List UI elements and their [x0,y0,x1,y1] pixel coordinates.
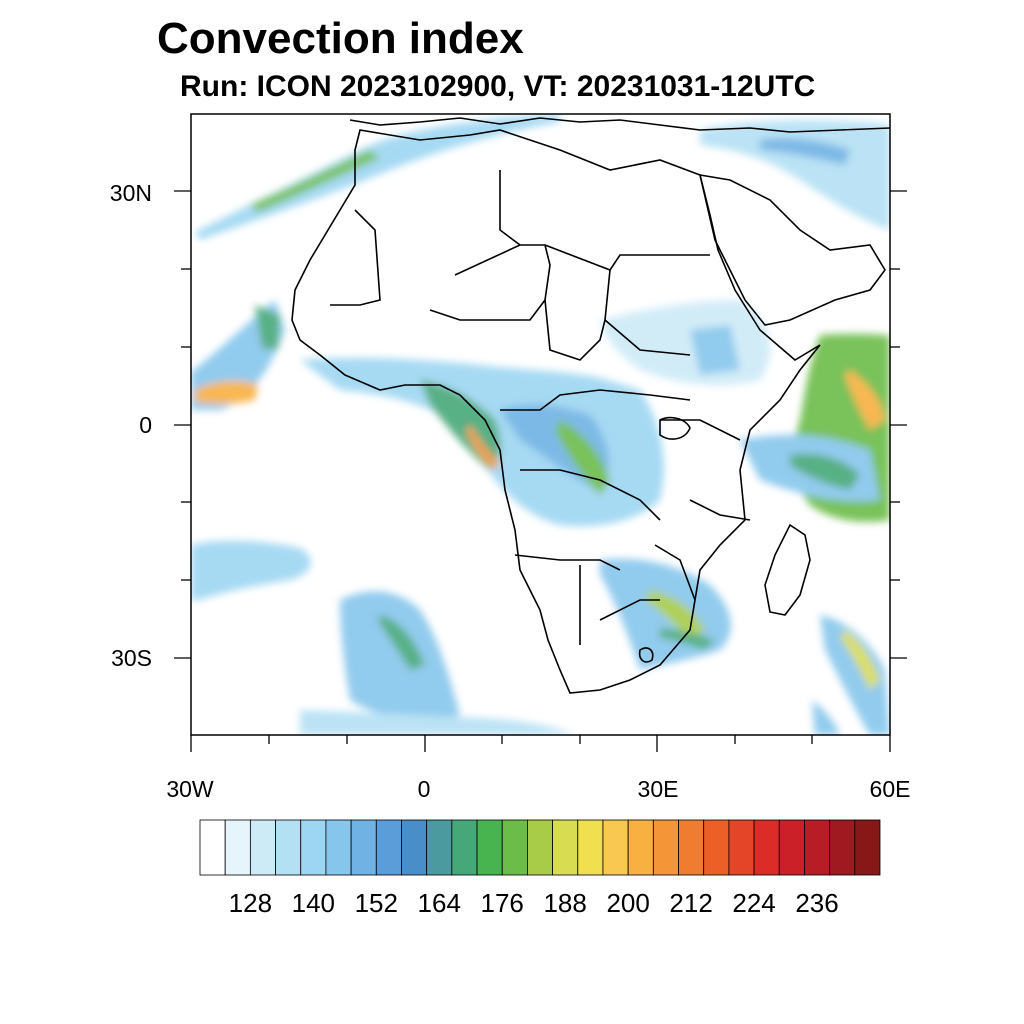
border-segment [654,544,696,601]
border-segment [499,170,521,246]
colorbar-label: 128 [228,888,273,918]
colorbar-label: 212 [669,888,713,918]
lat-label-30s: 30S [111,645,152,671]
colorbar-swatch [829,819,856,876]
colorbar-swatch [375,819,402,876]
madagascar-coastline [764,523,811,616]
colorbar-label: 200 [606,888,650,918]
colorbar-swatch [325,819,352,876]
border-segment [514,554,621,571]
colorbar-swatch [552,819,579,876]
lesotho-border [638,647,654,663]
border-segment [544,299,606,361]
colorbar-swatch [300,819,327,876]
border-segment [429,244,551,321]
chart-title: Convection index [157,14,524,63]
colorbar-label: 164 [417,888,461,918]
border-segment [604,269,691,356]
colorbar-label: 140 [291,888,336,918]
colorbar-swatch [778,819,805,876]
axis-ticks [174,190,907,752]
colorbar-swatch [602,819,629,876]
colorbar-swatch [627,819,654,876]
lon-label-0: 0 [417,776,431,802]
colorbar-swatch [476,819,503,876]
coastlines [291,117,890,694]
colorbar-swatch [753,819,780,876]
border-segment [330,209,381,306]
colorbar-swatch [275,819,302,876]
colorbar-swatch [199,819,226,876]
border-segment [500,389,691,411]
border-segment [579,565,660,645]
lat-label-30n: 30N [109,180,152,206]
colorbar-swatch [451,819,478,876]
border-segment [544,244,710,271]
colorbar-swatch [350,819,377,876]
colorbar-label: 188 [543,888,587,918]
colorbar-swatch [224,819,251,876]
lon-label-30w: 30W [166,776,214,802]
colorbar-swatch [678,819,705,876]
border-segment [520,469,661,521]
border-segment [689,499,751,521]
lon-label-30e: 30E [637,776,679,802]
europe-coastline [349,117,890,133]
colorbar-swatch [249,819,276,876]
convection-field [191,114,890,735]
colorbar-swatch [854,819,881,876]
colorbar-swatch [577,819,604,876]
colorbar-swatch [401,819,428,876]
colorbar-label: 176 [480,888,524,918]
arabia-coastline [698,174,886,326]
colorbar-swatch [703,819,730,876]
lake-victoria [659,416,691,440]
colorbar-swatch [652,819,679,876]
lon-label-60e: 60E [869,776,911,802]
colorbar-swatch [804,819,831,876]
colorbar [199,819,881,876]
colorbar-swatch [527,819,553,876]
border-segment [660,419,741,441]
colorbar-swatch [426,819,453,876]
chart-subtitle: Run: ICON 2023102900, VT: 20231031-12UTC [180,70,816,103]
colorbar-label: 224 [732,888,776,918]
colorbar-swatch [728,819,755,876]
colorbar-label: 152 [354,888,398,918]
lat-label-0: 0 [139,412,152,438]
colorbar-swatch [501,819,528,876]
colorbar-label: 236 [795,888,839,918]
